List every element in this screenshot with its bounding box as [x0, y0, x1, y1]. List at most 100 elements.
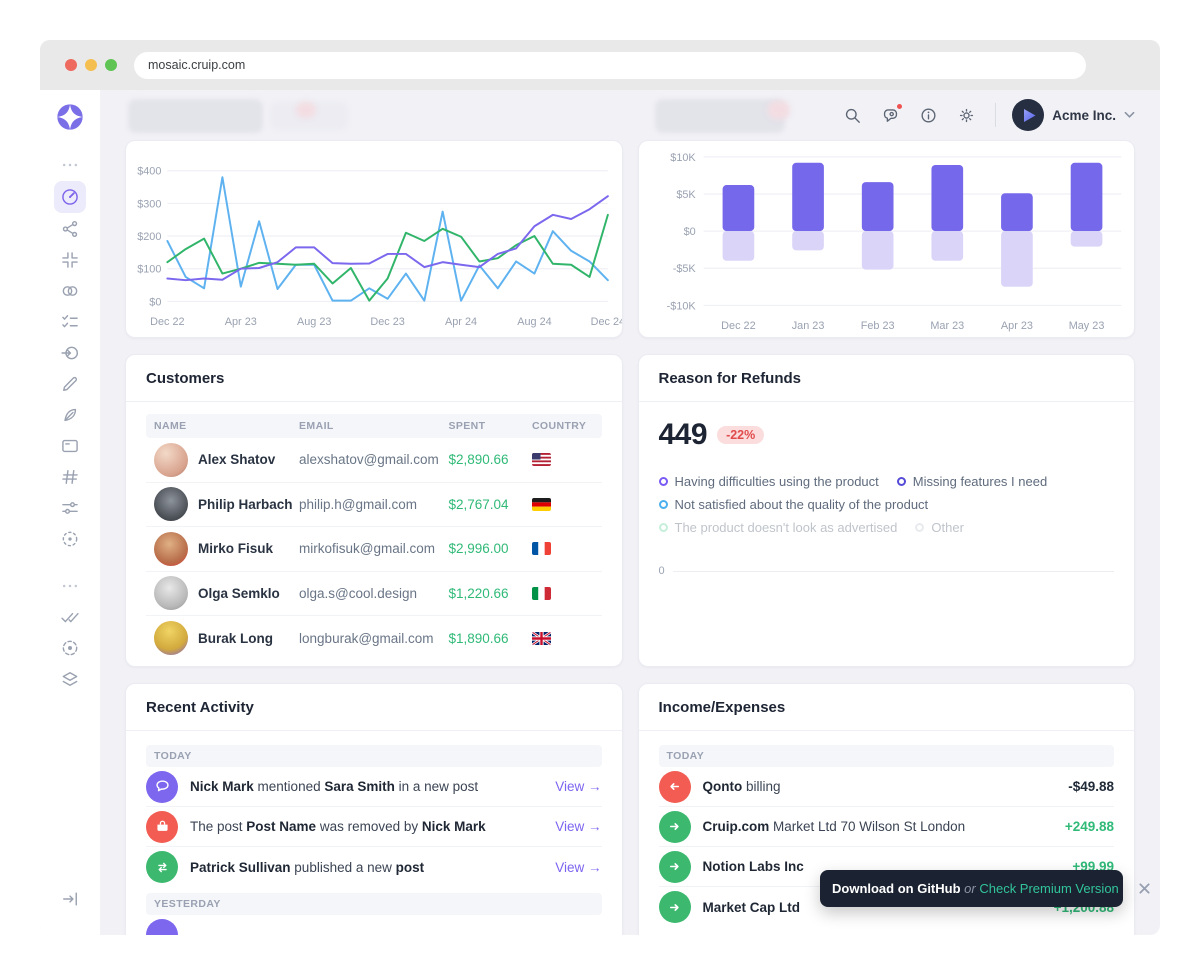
svg-text:Mar 23: Mar 23: [930, 320, 964, 332]
flag-it-icon: [531, 586, 594, 600]
account-menu[interactable]: Acme Inc.: [1012, 99, 1135, 131]
col-country: Country: [531, 420, 587, 432]
legend-item[interactable]: The product doesn't look as advertised: [658, 520, 897, 535]
group-label-today: Today: [658, 745, 1114, 767]
cards-grid: $400 $300 $200 $100 $0 Dec 22 Apr 23 Aug 23 Dec …: [100, 140, 1160, 935]
svg-text:Aug 23: Aug 23: [297, 316, 331, 328]
notifications-icon[interactable]: [877, 102, 904, 128]
sidebar-item-double-check-icon[interactable]: [59, 606, 81, 628]
svg-text:$0: $0: [149, 296, 161, 308]
table-row: Philip Harbach philip.h@gmail.com $2,767…: [146, 483, 602, 527]
activity-item: Nick Mark mentioned Sara Smith in a new …: [146, 767, 602, 807]
sidebar-item-hash-icon[interactable]: [59, 466, 81, 488]
refunds-baseline: 0: [659, 565, 1114, 577]
view-link[interactable]: View →: [555, 819, 602, 834]
svg-text:Feb 23: Feb 23: [860, 320, 894, 332]
table-row: Olga Semklo olga.s@cool.design $1,220.66: [146, 572, 602, 616]
svg-text:Dec 22: Dec 22: [721, 320, 755, 332]
address-bar[interactable]: mosaic.cruip.com: [134, 51, 1086, 79]
sidebar-item-loop-icon[interactable]: [59, 280, 81, 302]
minimize-window-button[interactable]: [85, 59, 97, 71]
sidebar-item-signin-icon[interactable]: [59, 342, 81, 364]
arrow-right-icon: [658, 850, 691, 883]
sidebar-item-target-icon[interactable]: [59, 637, 81, 659]
view-link[interactable]: View →: [555, 859, 602, 875]
filter-placeholder: [655, 99, 785, 133]
topbar-divider: [995, 103, 997, 127]
expand-sidebar-button[interactable]: [59, 888, 81, 910]
sidebar-item-pencil-icon[interactable]: [59, 373, 81, 395]
premium-version-link[interactable]: Check Premium Version: [979, 881, 1119, 896]
svg-text:$5K: $5K: [676, 189, 696, 201]
svg-text:-$5K: -$5K: [672, 263, 696, 275]
view-link[interactable]: View →: [555, 779, 602, 794]
sidebar-item-card-icon[interactable]: [59, 435, 81, 457]
sidebar-item-feather-icon[interactable]: [59, 404, 81, 426]
svg-text:$0: $0: [683, 226, 695, 238]
col-name: Name: [154, 420, 187, 432]
flag-us-icon: [531, 453, 594, 467]
arrow-right-icon: [658, 810, 691, 843]
close-window-button[interactable]: [65, 59, 77, 71]
arrow-right-icon: [658, 891, 691, 923]
legend-item[interactable]: Not satisfied about the quality of the p…: [658, 497, 928, 512]
avatar: [154, 576, 188, 611]
bar-chart-card: $10K $5K $0 -$5K -$10K Dec 22 Jan 23 Feb 23 Mar …: [637, 140, 1135, 338]
refunds-legend: Having difficulties using the product Mi…: [658, 474, 1115, 535]
avatar: [154, 531, 188, 566]
transaction-row: Qonto billing -$49.88: [658, 767, 1114, 807]
sidebar-item-sliders-icon[interactable]: [59, 497, 81, 519]
close-icon[interactable]: [1139, 883, 1150, 894]
legend-item[interactable]: Other: [915, 520, 964, 535]
svg-text:May 23: May 23: [1068, 320, 1104, 332]
svg-text:$100: $100: [137, 264, 161, 276]
legend-dot: [896, 477, 906, 486]
topbar-actions: Acme Inc.: [839, 90, 1135, 140]
refunds-value: 449: [658, 418, 708, 451]
table-row: Alex Shatov alexshatov@gmail.com $2,890.…: [146, 438, 602, 483]
refunds-delta-badge: -22%: [717, 426, 765, 444]
customers-title: Customers: [146, 369, 225, 387]
legend-dot: [658, 477, 668, 486]
svg-text:Apr 23: Apr 23: [225, 316, 257, 328]
svg-text:Apr 23: Apr 23: [1000, 320, 1032, 332]
svg-text:Dec 22: Dec 22: [150, 316, 184, 328]
mosaic-logo-icon[interactable]: [55, 102, 85, 132]
customers-rows: Alex Shatov alexshatov@gmail.com $2,890.…: [146, 438, 602, 661]
sidebar-item-dashboard[interactable]: [54, 181, 86, 213]
sidebar-item-scan-icon[interactable]: [59, 528, 81, 550]
sidebar-item-layers-icon[interactable]: [59, 668, 81, 690]
svg-text:Aug 24: Aug 24: [517, 316, 551, 328]
topbar: Acme Inc.: [100, 90, 1160, 140]
info-icon[interactable]: [915, 102, 941, 128]
legend-item[interactable]: Having difficulties using the product: [658, 474, 879, 489]
window-controls: [40, 59, 117, 71]
line-chart: $400 $300 $200 $100 $0 Dec 22 Apr 23 Aug 23 Dec …: [126, 141, 621, 337]
zoom-window-button[interactable]: [105, 59, 117, 71]
avatar: [154, 621, 188, 656]
customers-table-header: Name Email Spent Country: [146, 414, 602, 438]
svg-text:Dec 23: Dec 23: [370, 316, 404, 328]
sidebar-group-ellipsis-icon-2: [59, 575, 81, 597]
svg-text:$200: $200: [137, 231, 161, 243]
customers-card: Customers Name Email Spent Country Alex …: [125, 354, 623, 667]
activity-item: The post Post Name was removed by Nick M…: [146, 807, 602, 847]
company-avatar: [1012, 99, 1045, 131]
avatar: [154, 442, 188, 477]
theme-toggle-icon[interactable]: [953, 102, 979, 128]
search-icon[interactable]: [839, 102, 865, 128]
svg-text:Apr 24: Apr 24: [445, 316, 477, 328]
svg-text:$300: $300: [137, 198, 161, 210]
refunds-card: Reason for Refunds 449 -22% Having diffi…: [637, 354, 1135, 667]
bar-chart: $10K $5K $0 -$5K -$10K Dec 22 Jan 23 Feb 23 Mar …: [639, 141, 1135, 337]
sidebar-item-tasks-icon[interactable]: [59, 311, 81, 333]
chevron-down-icon: [1124, 111, 1135, 118]
svg-text:-$10K: -$10K: [666, 300, 696, 312]
legend-item[interactable]: Missing features I need: [896, 474, 1047, 489]
sidebar-item-share-nodes-icon[interactable]: [59, 218, 81, 240]
line-chart-card: $400 $300 $200 $100 $0 Dec 22 Apr 23 Aug 23 Dec …: [125, 140, 623, 338]
swap-icon: [146, 851, 178, 883]
company-name: Acme Inc.: [1052, 107, 1116, 123]
sidebar-item-corners-icon[interactable]: [59, 249, 81, 271]
